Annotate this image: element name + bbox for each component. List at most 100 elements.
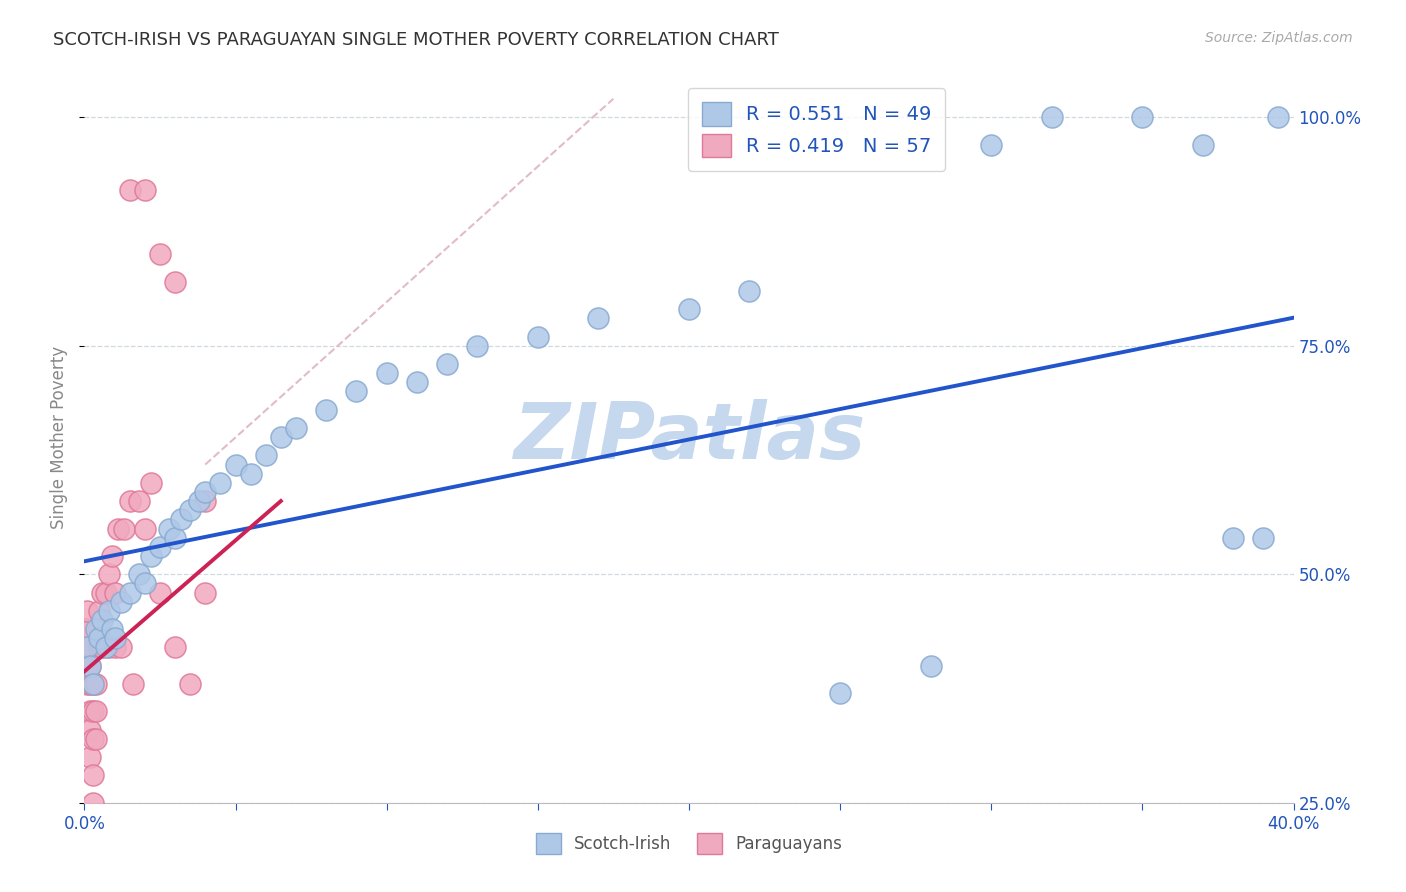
Point xyxy=(436,357,458,371)
Point xyxy=(79,750,101,764)
Point xyxy=(738,284,761,298)
Point xyxy=(86,705,108,719)
Point xyxy=(1130,110,1153,124)
Point xyxy=(1192,137,1215,152)
Point xyxy=(94,887,117,892)
Point xyxy=(139,549,162,563)
Text: SCOTCH-IRISH VS PARAGUAYAN SINGLE MOTHER POVERTY CORRELATION CHART: SCOTCH-IRISH VS PARAGUAYAN SINGLE MOTHER… xyxy=(53,31,779,49)
Legend: Scotch-Irish, Paraguayans: Scotch-Irish, Paraguayans xyxy=(529,827,849,860)
Point xyxy=(104,632,127,646)
Point xyxy=(239,467,262,481)
Point xyxy=(97,604,120,618)
Text: Source: ZipAtlas.com: Source: ZipAtlas.com xyxy=(1205,31,1353,45)
Point xyxy=(82,677,104,691)
Point xyxy=(1267,110,1289,124)
Point xyxy=(830,814,852,829)
Point xyxy=(86,677,108,691)
Point xyxy=(194,485,217,500)
Point xyxy=(121,677,143,691)
Point xyxy=(76,640,98,655)
Point xyxy=(100,622,122,636)
Point xyxy=(134,521,156,535)
Point xyxy=(89,887,111,892)
Point xyxy=(920,658,942,673)
Point xyxy=(82,768,104,782)
Point xyxy=(157,521,180,535)
Point xyxy=(194,585,217,599)
Point xyxy=(86,731,108,746)
Text: ZIPatlas: ZIPatlas xyxy=(513,399,865,475)
Point xyxy=(118,183,141,197)
Point xyxy=(588,311,610,326)
Point xyxy=(76,677,98,691)
Point xyxy=(94,640,117,655)
Point xyxy=(406,376,429,390)
Point xyxy=(82,705,104,719)
Point xyxy=(467,339,489,353)
Point xyxy=(91,585,114,599)
Point xyxy=(89,640,111,655)
Point xyxy=(165,640,187,655)
Point xyxy=(91,640,114,655)
Point xyxy=(89,622,111,636)
Point xyxy=(165,275,187,289)
Point xyxy=(82,677,104,691)
Point xyxy=(89,604,111,618)
Point xyxy=(527,329,550,343)
Point xyxy=(254,449,277,463)
Point xyxy=(270,430,292,444)
Point xyxy=(346,384,368,399)
Point xyxy=(82,823,104,838)
Point xyxy=(980,137,1002,152)
Point xyxy=(149,540,172,554)
Point xyxy=(128,494,150,508)
Point xyxy=(89,632,111,646)
Point xyxy=(165,531,187,545)
Point xyxy=(86,841,108,855)
Point xyxy=(97,640,120,655)
Y-axis label: Single Mother Poverty: Single Mother Poverty xyxy=(51,345,69,529)
Point xyxy=(1222,531,1244,545)
Point xyxy=(97,567,120,582)
Point xyxy=(149,247,172,261)
Point xyxy=(1040,110,1063,124)
Point xyxy=(110,640,132,655)
Point xyxy=(79,705,101,719)
Point xyxy=(149,585,172,599)
Point xyxy=(139,475,162,490)
Point xyxy=(209,475,232,490)
Point xyxy=(107,521,129,535)
Point xyxy=(225,458,247,472)
Point xyxy=(76,604,98,618)
Point xyxy=(188,494,211,508)
Point xyxy=(118,585,141,599)
Point xyxy=(73,622,96,636)
Point xyxy=(678,301,700,317)
Point xyxy=(254,860,277,874)
Point xyxy=(86,860,108,874)
Point xyxy=(79,658,101,673)
Point xyxy=(179,503,201,517)
Point xyxy=(94,585,117,599)
Point xyxy=(76,658,98,673)
Point xyxy=(315,402,337,417)
Point xyxy=(79,658,101,673)
Point xyxy=(79,723,101,737)
Point xyxy=(91,613,114,627)
Point xyxy=(110,595,132,609)
Point xyxy=(82,731,104,746)
Point xyxy=(79,677,101,691)
Point xyxy=(1253,531,1275,545)
Point xyxy=(79,640,101,655)
Point xyxy=(134,183,156,197)
Point xyxy=(830,686,852,700)
Point xyxy=(112,521,135,535)
Point xyxy=(82,796,104,810)
Point xyxy=(118,494,141,508)
Point xyxy=(225,814,247,829)
Point xyxy=(134,576,156,591)
Point xyxy=(86,622,108,636)
Point xyxy=(73,640,96,655)
Point xyxy=(104,640,127,655)
Point xyxy=(128,567,150,582)
